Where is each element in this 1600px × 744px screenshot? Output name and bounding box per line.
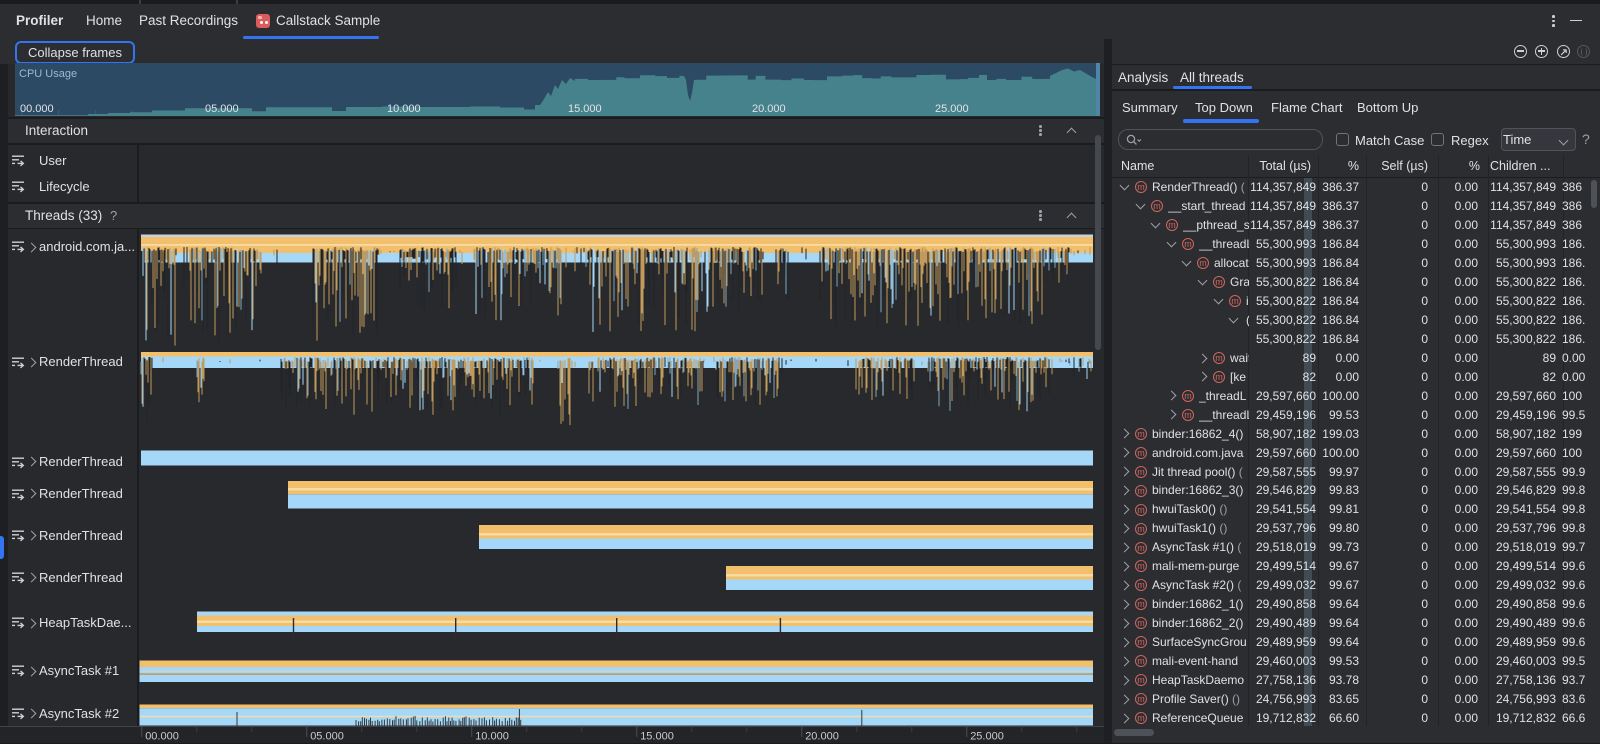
svg-text:00.000: 00.000 — [20, 103, 54, 115]
svg-text:00.000: 00.000 — [145, 731, 179, 743]
svg-text:05.000: 05.000 — [205, 103, 239, 115]
svg-text:CPU Usage: CPU Usage — [19, 68, 77, 80]
svg-text:20.000: 20.000 — [752, 103, 786, 115]
svg-text:15.000: 15.000 — [640, 731, 674, 743]
svg-text:10.000: 10.000 — [475, 731, 509, 743]
svg-text:15.000: 15.000 — [568, 103, 602, 115]
svg-text:20.000: 20.000 — [805, 731, 839, 743]
svg-text:25.000: 25.000 — [970, 731, 1004, 743]
svg-text:25.000: 25.000 — [935, 103, 969, 115]
svg-text:10.000: 10.000 — [387, 103, 421, 115]
svg-text:05.000: 05.000 — [310, 731, 344, 743]
